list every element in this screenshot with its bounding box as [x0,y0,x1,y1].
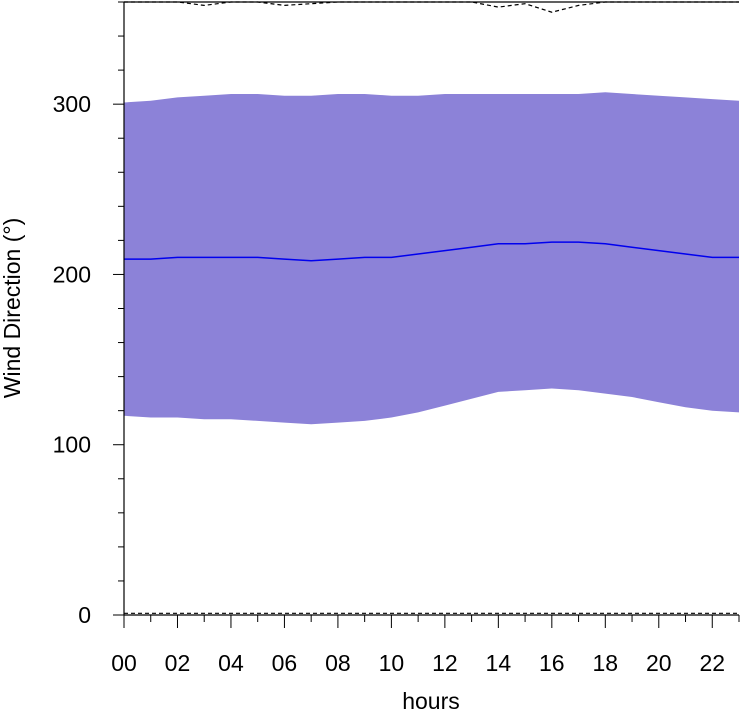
x-tick-label: 02 [165,650,191,676]
y-tick-label: 200 [53,261,91,287]
x-tick-label: 12 [432,650,458,676]
spread-band [124,92,739,425]
plot-area [124,1,739,614]
max-dashed-line [124,1,739,13]
x-tick-label: 22 [699,650,725,676]
y-tick-label: 300 [53,91,91,117]
x-tick-label: 10 [379,650,405,676]
x-tick-label: 16 [539,650,565,676]
y-axis-title: Wind Direction (°) [0,218,25,398]
mean-line [124,241,739,262]
axes: 0 100 200 300 00 02 04 06 08 10 12 14 16 18 20 22 [53,1,740,676]
x-tick-label: 20 [646,650,672,676]
x-tick-label: 14 [486,650,512,676]
x-tick-label: 04 [218,650,244,676]
y-tick-label: 0 [78,602,91,628]
x-axis-title: hours [402,688,460,713]
x-tick-label: 18 [593,650,619,676]
y-tick-label: 100 [53,432,91,458]
x-tick-label: 06 [272,650,298,676]
x-tick-label: 08 [325,650,351,676]
x-tick-label: 00 [111,650,137,676]
